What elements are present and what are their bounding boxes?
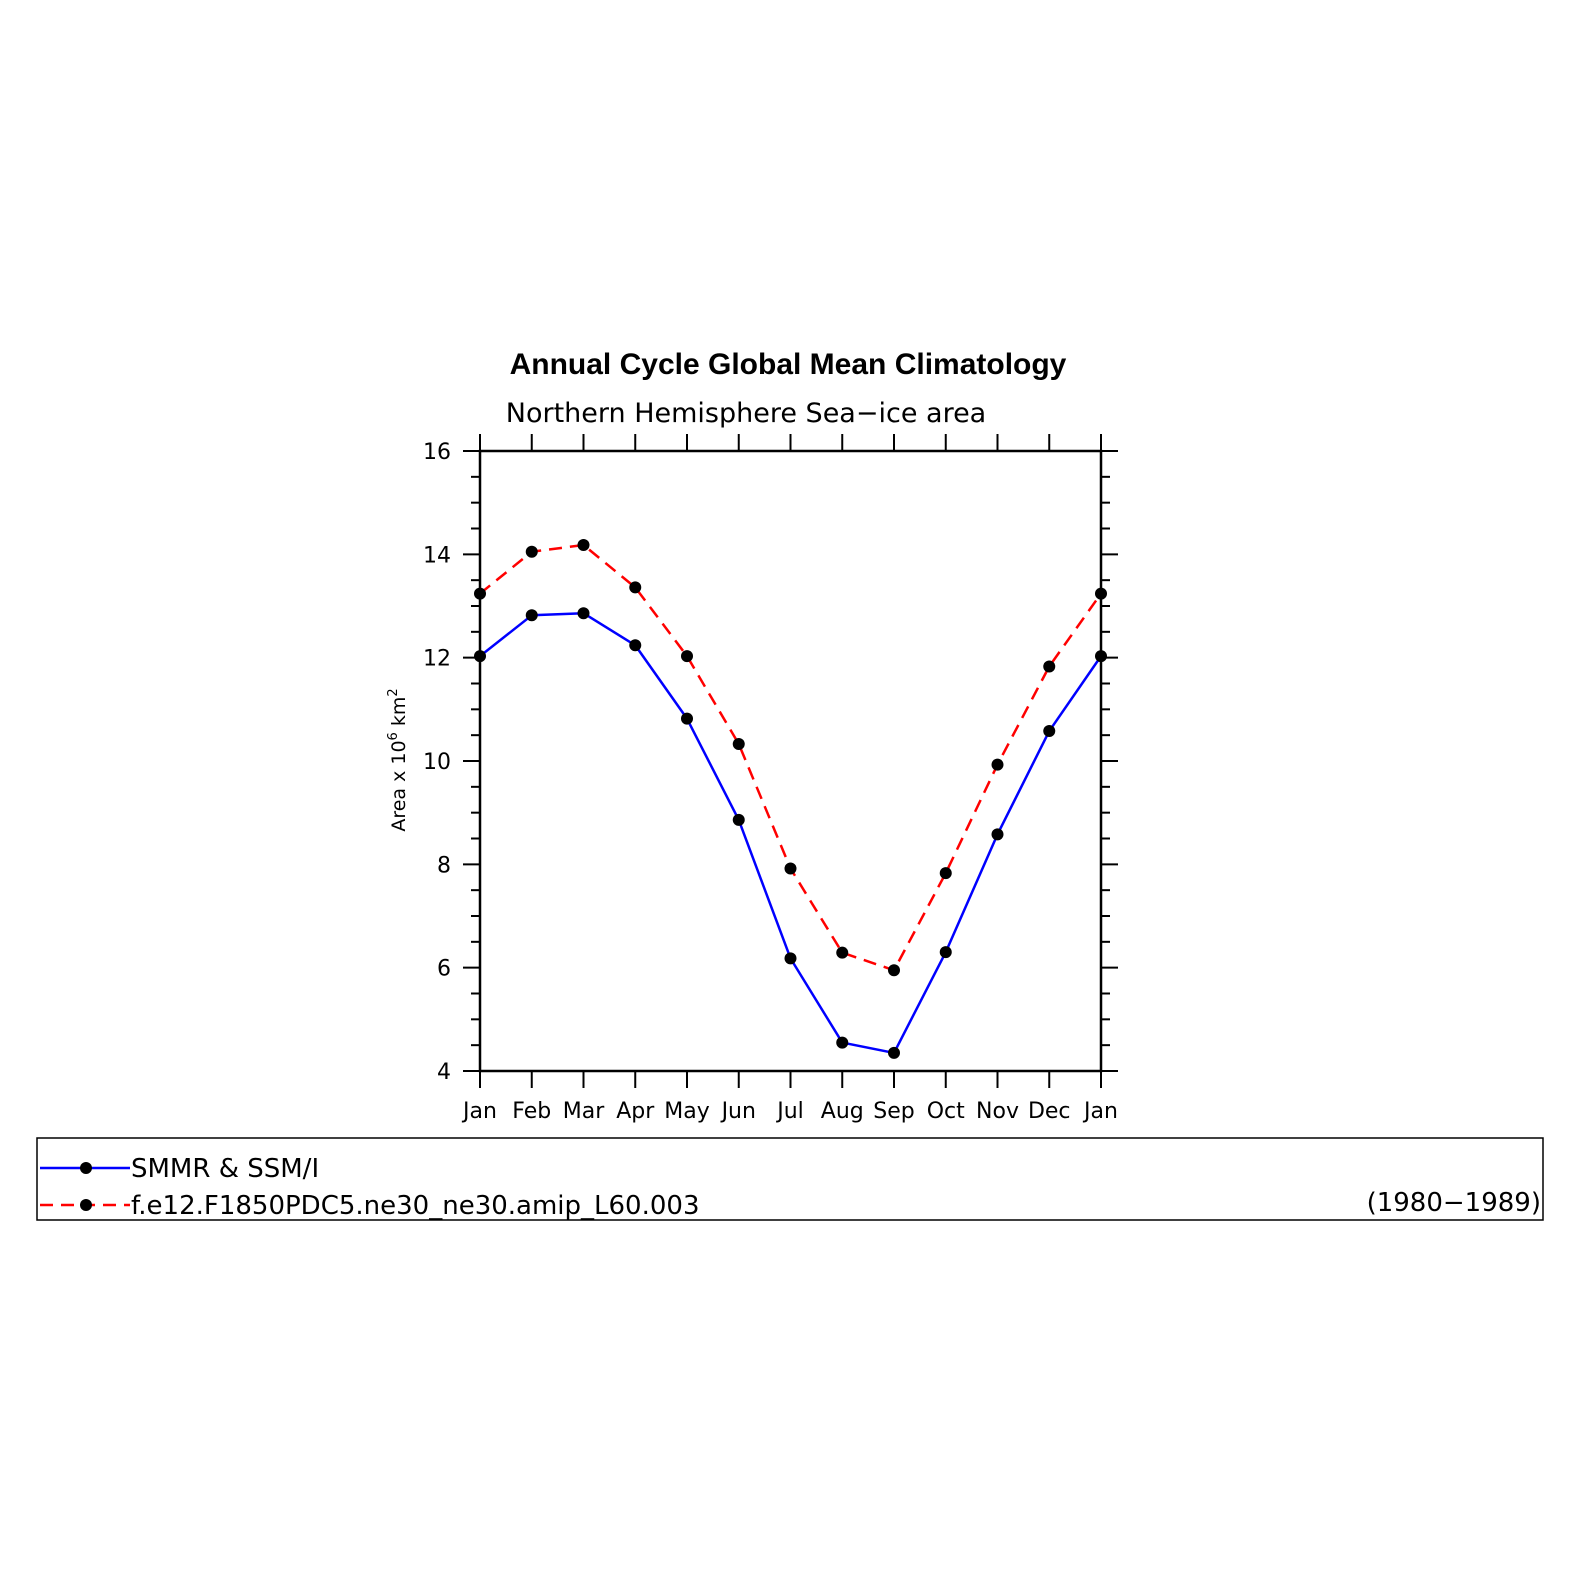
- chart-title: Annual Cycle Global Mean Climatology: [510, 348, 1067, 381]
- y-tick-label: 8: [437, 853, 451, 878]
- svg-text:Area x 106 km2: Area x 106 km2: [386, 688, 410, 831]
- series-1-point: [474, 650, 486, 663]
- y-axis-label-exp2: 2: [386, 688, 401, 696]
- y-tick-label: 14: [423, 543, 451, 568]
- series-2-point: [525, 545, 538, 558]
- legend-period: (1980−1989): [1367, 1188, 1541, 1218]
- series-2-point: [474, 587, 486, 600]
- x-tick-label: May: [664, 1099, 709, 1124]
- legend: SMMR & SSM/I f.e12.F1850PDC5.ne30_ne30.am…: [40, 1154, 699, 1221]
- y-axis-label-exp1: 6: [386, 732, 401, 740]
- x-tick-label: Jul: [775, 1099, 804, 1124]
- plot-area: 4 6 8 10 12 14 16 Jan Feb Mar Apr May Jun Jul Aug Sep Oc…: [423, 434, 1118, 1124]
- y-tick-label: 16: [423, 440, 451, 465]
- x-tick-label: Sep: [873, 1099, 914, 1124]
- x-tick-label: Feb: [512, 1099, 551, 1124]
- y-axis-label-mid: km: [388, 697, 410, 733]
- x-tick-label: Mar: [563, 1099, 605, 1124]
- x-tick-label: Jan: [461, 1099, 497, 1124]
- series-1-point: [991, 828, 1004, 841]
- y-tick-label: 4: [437, 1060, 451, 1085]
- series-2-point: [939, 867, 952, 880]
- y-axis-label-prefix: Area x 10: [388, 740, 410, 831]
- y-tick-label: 10: [423, 750, 451, 775]
- x-tick-label: Dec: [1028, 1099, 1071, 1124]
- series-1-point: [888, 1046, 900, 1059]
- x-tick-label: Aug: [821, 1099, 864, 1124]
- x-tick-label: Oct: [927, 1099, 965, 1124]
- series-2-point: [1043, 660, 1056, 673]
- series-1-point: [577, 607, 590, 620]
- series-2-point: [732, 737, 745, 750]
- legend-label-2: f.e12.F1850PDC5.ne30_ne30.amip_L60.003: [131, 1191, 699, 1221]
- series-line-1: [479, 611, 1103, 1055]
- series-1-point: [732, 813, 745, 826]
- series-2-point: [681, 650, 693, 663]
- series-1-point: [1095, 650, 1107, 663]
- legend-box: [36, 1137, 1544, 1221]
- series-1-point: [836, 1036, 849, 1049]
- y-tick-label: 6: [437, 957, 451, 982]
- series-2-point: [1095, 587, 1107, 600]
- plot-frame: [478, 449, 1103, 1073]
- x-tick-label: Nov: [976, 1099, 1019, 1124]
- legend-label-1: SMMR & SSM/I: [131, 1154, 319, 1184]
- series-1-point: [681, 712, 693, 725]
- y-axis-label: Area x 106 km2: [386, 688, 410, 831]
- series-1-point: [939, 946, 952, 959]
- x-tick-label: Apr: [616, 1099, 655, 1124]
- x-tick-label: Jun: [720, 1099, 756, 1124]
- series-2-point: [888, 964, 900, 977]
- series-2-point: [629, 581, 642, 594]
- series-2-point: [784, 862, 797, 875]
- chart-subtitle: Northern Hemisphere Sea−ice area: [506, 398, 986, 429]
- series-line-2: [479, 543, 1103, 972]
- y-tick-label: 12: [423, 647, 451, 672]
- series-2-point: [991, 758, 1004, 771]
- series-1-point: [629, 639, 642, 652]
- x-tick-label: Jan: [1082, 1099, 1118, 1124]
- series-1-point: [525, 609, 538, 622]
- legend-marker-2: [80, 1199, 92, 1211]
- series-1-point: [784, 952, 797, 965]
- legend-marker-1: [80, 1162, 92, 1174]
- series-2-point: [836, 946, 849, 959]
- series-1-point: [1043, 725, 1056, 738]
- series-2-point: [577, 539, 590, 552]
